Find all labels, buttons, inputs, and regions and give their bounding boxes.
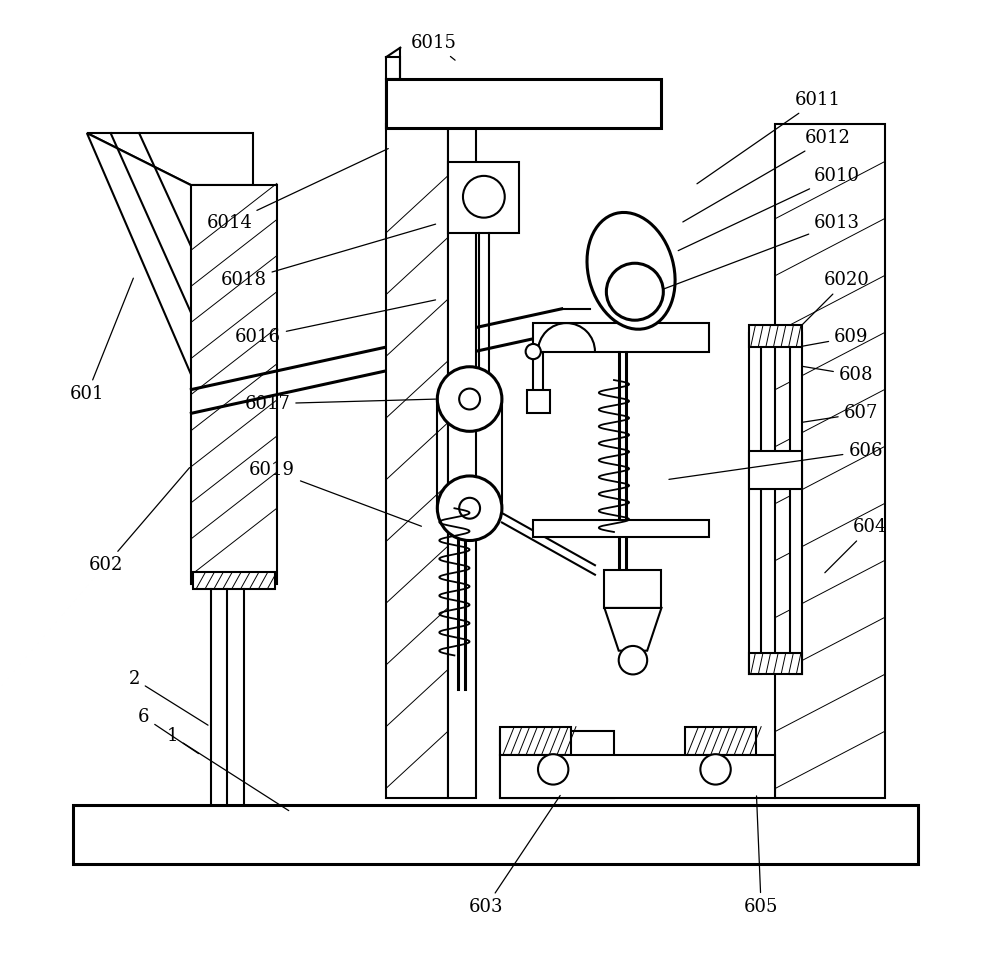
Text: 6018: 6018 — [221, 224, 436, 290]
Bar — [73, 805, 918, 864]
Text: 6020: 6020 — [801, 271, 870, 326]
Circle shape — [437, 366, 502, 431]
Circle shape — [538, 754, 568, 785]
Bar — [386, 79, 661, 129]
Bar — [500, 755, 775, 797]
Text: 6016: 6016 — [235, 299, 436, 346]
Bar — [500, 732, 614, 797]
Bar — [604, 570, 661, 608]
Circle shape — [606, 264, 663, 320]
Text: 6: 6 — [138, 708, 199, 754]
Text: 2: 2 — [129, 671, 208, 725]
Circle shape — [526, 344, 541, 359]
Text: 6015: 6015 — [411, 34, 456, 60]
Bar — [749, 325, 802, 347]
Text: 602: 602 — [89, 468, 190, 575]
Text: 604: 604 — [825, 518, 888, 573]
Circle shape — [437, 476, 502, 541]
Bar — [448, 162, 519, 233]
Bar — [500, 727, 571, 755]
Bar — [790, 332, 802, 674]
Bar — [386, 124, 448, 797]
Text: 606: 606 — [669, 442, 883, 480]
Text: 6012: 6012 — [683, 129, 851, 222]
Bar — [533, 323, 709, 352]
Circle shape — [700, 754, 731, 785]
Bar — [533, 519, 709, 537]
Text: 6019: 6019 — [249, 461, 421, 526]
Polygon shape — [87, 133, 191, 375]
Text: 1: 1 — [167, 727, 289, 811]
Bar — [193, 572, 275, 589]
Ellipse shape — [587, 212, 675, 329]
Circle shape — [459, 498, 480, 518]
Circle shape — [619, 646, 647, 674]
Polygon shape — [87, 133, 253, 185]
Text: 607: 607 — [802, 404, 878, 422]
Circle shape — [459, 389, 480, 410]
Text: 601: 601 — [70, 278, 133, 403]
Text: 609: 609 — [802, 328, 869, 346]
Bar — [749, 452, 802, 489]
Bar — [191, 185, 277, 584]
Text: 6010: 6010 — [678, 167, 860, 251]
Bar — [527, 390, 550, 414]
Text: 6014: 6014 — [206, 148, 388, 233]
Text: 608: 608 — [802, 366, 873, 385]
Polygon shape — [604, 608, 661, 651]
Bar — [749, 652, 802, 674]
Text: 605: 605 — [744, 796, 778, 916]
Text: 6013: 6013 — [664, 214, 860, 289]
Text: 6011: 6011 — [697, 91, 841, 184]
Bar — [448, 124, 476, 797]
Bar — [685, 727, 756, 755]
Bar — [386, 57, 400, 129]
Circle shape — [463, 176, 505, 218]
Bar — [749, 332, 761, 674]
Text: 6017: 6017 — [244, 394, 435, 413]
Bar — [775, 124, 885, 797]
Text: 603: 603 — [469, 796, 560, 916]
